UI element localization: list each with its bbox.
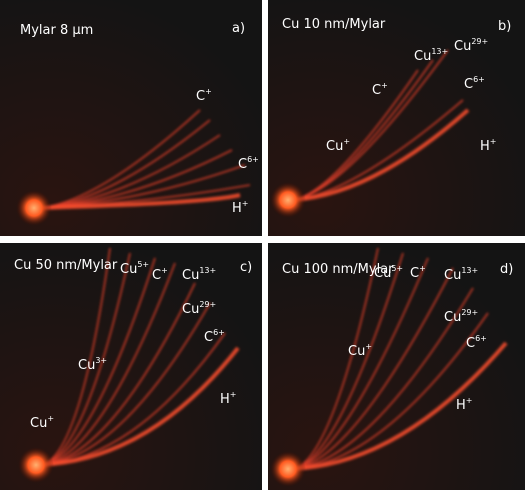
ion-label: H+ — [220, 390, 236, 407]
ion-label: Cu+ — [30, 414, 54, 431]
panel-background — [268, 0, 525, 236]
panel-letter: c) — [240, 260, 252, 275]
ion-charge: + — [419, 264, 426, 273]
ion-trace — [39, 282, 196, 466]
zero-point-spot — [16, 190, 52, 226]
panel-title: Cu 100 nm/Mylar — [282, 262, 394, 277]
ion-name: Cu — [326, 139, 343, 154]
panel: Cu 10 nm/Mylar b)Cu13+ Cu29+C+ C6+Cu+ H+ — [268, 0, 525, 236]
ion-trace — [39, 346, 240, 467]
ion-label: Cu3+ — [78, 356, 107, 373]
panel-title: Mylar 8 µm — [20, 23, 93, 38]
ion-name: Cu — [182, 302, 199, 317]
ion-trace — [37, 193, 241, 210]
ion-name: Cu — [414, 49, 431, 64]
ion-name: Cu — [454, 39, 471, 54]
ion-charge: 13+ — [199, 266, 216, 275]
ion-label: Cu29+ — [444, 308, 478, 325]
ion-charge: + — [343, 137, 350, 146]
ion-label: H+ — [480, 137, 496, 154]
ion-label: Cu13+ — [444, 266, 478, 283]
ion-name: H — [232, 201, 242, 216]
ion-label: Cu13+ — [182, 266, 216, 283]
ion-label: Cu5+ — [120, 260, 149, 277]
ion-trace — [291, 341, 508, 471]
ion-charge: 29+ — [199, 300, 216, 309]
ion-charge: 3+ — [95, 356, 107, 365]
ion-charge: 5+ — [137, 260, 149, 269]
ion-charge: + — [47, 414, 54, 423]
ion-name: Cu — [374, 266, 391, 281]
ion-trace — [291, 267, 454, 470]
ion-label: H+ — [232, 199, 248, 216]
ion-charge: + — [205, 87, 212, 96]
ion-name: H — [456, 398, 466, 413]
ion-label: Cu29+ — [182, 300, 216, 317]
ion-name: C — [196, 89, 205, 104]
panel-letter: b) — [498, 19, 511, 34]
ion-name: C — [204, 330, 213, 345]
ion-name: C — [464, 77, 473, 92]
ion-label: C6+ — [238, 155, 259, 172]
ion-name: C — [466, 336, 475, 351]
ion-label: C6+ — [466, 334, 487, 351]
ion-label: C+ — [152, 266, 168, 283]
ion-label: C6+ — [464, 75, 485, 92]
ion-charge: 6+ — [247, 155, 259, 164]
panel-title: Cu 10 nm/Mylar — [282, 17, 386, 32]
zero-point-spot — [18, 447, 54, 483]
traces — [37, 109, 251, 210]
ion-charge: 13+ — [461, 266, 478, 275]
ion-name: Cu — [348, 344, 365, 359]
ion-name: C — [372, 83, 381, 98]
ion-name: Cu — [444, 268, 461, 283]
ion-label: Cu+ — [326, 137, 350, 154]
ion-trace — [291, 108, 470, 202]
ion-charge: + — [242, 199, 249, 208]
ion-name: Cu — [30, 416, 47, 431]
ion-label: Cu13+ — [414, 47, 448, 64]
ion-name: H — [220, 392, 230, 407]
ion-charge: 6+ — [475, 334, 487, 343]
ion-charge: 13+ — [431, 47, 448, 56]
ion-label: C+ — [410, 264, 426, 281]
ion-charge: + — [466, 396, 473, 405]
ion-charge: 6+ — [213, 328, 225, 337]
ion-charge: + — [365, 342, 372, 351]
ion-name: H — [480, 139, 490, 154]
ion-trace — [291, 287, 474, 470]
ion-label: H+ — [456, 396, 472, 413]
panel: Cu 100 nm/Mylar d)Cu5+ C+ Cu13+Cu29+C6+Cu+H… — [268, 243, 525, 490]
panel: Cu 50 nm/Mylar c)Cu5+C+ Cu13+Cu29+C6+Cu3+H… — [0, 243, 262, 490]
ion-name: Cu — [444, 310, 461, 325]
ion-label: Cu29+ — [454, 37, 488, 54]
ion-name: Cu — [182, 268, 199, 283]
ion-name: C — [238, 157, 247, 172]
ion-name: Cu — [78, 358, 95, 373]
ion-charge: 29+ — [461, 308, 478, 317]
ion-label: C+ — [196, 87, 212, 104]
panel-letter: d) — [500, 262, 513, 277]
ion-charge: 6+ — [473, 75, 485, 84]
ion-label: C+ — [372, 81, 388, 98]
ion-label: C6+ — [204, 328, 225, 345]
ion-label: Cu+ — [348, 342, 372, 359]
panel-title: Cu 50 nm/Mylar — [14, 258, 118, 273]
ion-charge: + — [381, 81, 388, 90]
panel: Mylar 8 µm a)C+C6+H+ — [0, 0, 262, 236]
ion-charge: 29+ — [471, 37, 488, 46]
ion-charge: + — [161, 266, 168, 275]
panel-letter: a) — [232, 21, 245, 36]
zero-point-spot — [270, 451, 306, 487]
ion-trace — [39, 262, 176, 466]
ion-name: Cu — [120, 262, 137, 277]
zero-point-spot — [270, 182, 306, 218]
ion-charge: + — [230, 390, 237, 399]
ion-name: C — [152, 268, 161, 283]
ion-charge: + — [490, 137, 497, 146]
ion-name: C — [410, 266, 419, 281]
ion-charge: 5+ — [391, 264, 403, 273]
ion-label: Cu5+ — [374, 264, 403, 281]
